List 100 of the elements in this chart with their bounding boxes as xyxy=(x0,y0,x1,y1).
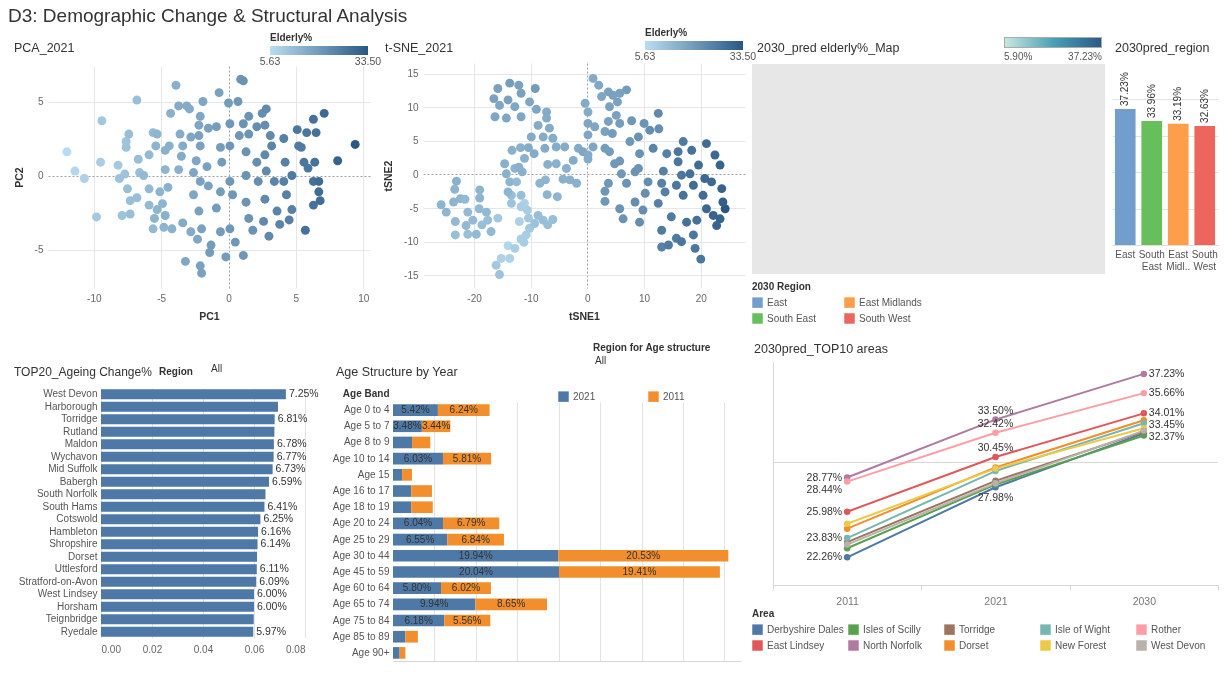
y-tick-label: Age 0 to 4 xyxy=(343,404,390,416)
data-label: 3.48% xyxy=(393,420,422,432)
y-tick-label: 15 xyxy=(407,68,419,80)
color-bar-label: 33.50 xyxy=(729,50,757,62)
x-tick-label: 2030 xyxy=(1132,594,1157,607)
y-tick-label: Mid Suffolk xyxy=(48,463,99,475)
y-tick-label: Age 20 to 24 xyxy=(332,517,390,529)
text: 2030_pred elderly%_Map xyxy=(757,41,900,55)
legend-label: Rother xyxy=(1151,623,1182,635)
chart-title: Age Structure by Year xyxy=(336,365,458,379)
legend-title: 2030 Region xyxy=(752,281,811,292)
data-label: 6.11% xyxy=(259,562,289,575)
text: All xyxy=(211,363,223,374)
data-label: 5.56% xyxy=(453,614,482,626)
data-label: 5.81% xyxy=(452,452,482,464)
data-label: 8.65% xyxy=(497,598,526,610)
data-label: 6.00% xyxy=(257,587,287,600)
legend-label: Isles of Scilly xyxy=(863,623,921,635)
data-label: 6.41% xyxy=(267,499,298,512)
data-label: 6.02% xyxy=(451,582,481,594)
x-tick-label: 0.06 xyxy=(244,643,265,655)
data-label: 6.55% xyxy=(405,533,435,545)
y-tick-label: Babergh xyxy=(59,475,98,487)
x-tick-label: 2011 xyxy=(836,594,860,607)
y-tick-label: South Norfolk xyxy=(36,488,99,500)
data-label: 6.18% xyxy=(404,614,433,626)
x-tick-label: -10 xyxy=(523,292,539,304)
data-label: 32.63% xyxy=(1198,88,1210,123)
text: 5.90% xyxy=(1004,51,1033,62)
data-label: 6.04% xyxy=(403,517,433,529)
y-tick-label: 10 xyxy=(407,101,419,113)
data-label: 19.94% xyxy=(458,549,493,561)
y-tick-label: Shropshire xyxy=(49,538,98,550)
data-label: 32.37% xyxy=(1148,430,1185,443)
x-tick-label: 0 xyxy=(585,292,592,304)
text: Region for Age structure xyxy=(593,342,711,353)
data-label: 6.78% xyxy=(276,437,307,450)
y-axis-title: tSNE2 xyxy=(382,160,395,192)
data-label: 5.97% xyxy=(256,624,287,637)
data-label: 7.25% xyxy=(288,387,319,400)
data-label: 33.96% xyxy=(1145,84,1157,119)
x-tick-label: 0.08 xyxy=(286,643,306,655)
data-label: 27.98% xyxy=(977,491,1014,504)
x-tick-label: 10 xyxy=(639,292,651,304)
y-tick-label: Age 16 to 17 xyxy=(332,485,390,497)
data-label: 37.23% xyxy=(1148,366,1185,379)
data-label: 22.26% xyxy=(806,550,843,563)
data-label: 33.45% xyxy=(1148,418,1185,431)
data-label: 6.24% xyxy=(449,404,479,416)
text: All xyxy=(595,355,607,366)
y-tick-label: Horsham xyxy=(56,600,98,612)
legend-label: New Forest xyxy=(1055,639,1107,651)
y-tick-label: Wychavon xyxy=(50,450,98,462)
text: D3: Demographic Change & Structural Analysis xyxy=(8,5,408,26)
y-tick-label: Age 30 to 44 xyxy=(332,549,390,561)
color-bar-label: 5.63 xyxy=(634,50,656,62)
data-label: 35.66% xyxy=(1148,386,1185,399)
data-label: 5.80% xyxy=(402,582,432,594)
y-tick-label: Age 5 to 7 xyxy=(343,420,390,432)
data-label: 33.50% xyxy=(977,403,1014,416)
x-tick-label: 0 xyxy=(226,292,233,304)
y-tick-label: 0 xyxy=(37,170,44,182)
color-bar-label: 5.63 xyxy=(259,55,281,67)
color-bar-title: Elderly% xyxy=(270,32,313,43)
y-tick-label: Dorset xyxy=(68,550,98,562)
data-label: 20.53% xyxy=(626,549,661,561)
x-tick-label: 0.00 xyxy=(101,643,122,655)
data-label: 25.98% xyxy=(806,504,843,517)
y-tick-label: Cotswold xyxy=(56,513,98,525)
y-tick-label: Uttlesford xyxy=(54,563,98,575)
x-tick-label: South East xyxy=(1138,248,1165,272)
y-tick-label: Age 8 to 9 xyxy=(343,436,390,448)
data-label: 6.25% xyxy=(263,512,294,525)
chart-title: 2030pred_region xyxy=(1115,41,1210,55)
y-tick-label: Age 90+ xyxy=(351,646,390,658)
data-label: 5.42% xyxy=(401,404,430,416)
y-axis-title: Age Band xyxy=(342,387,390,399)
data-label: 9.94% xyxy=(420,598,449,610)
x-tick-label: East Midl.. xyxy=(1166,248,1191,272)
legend-label: Isle of Wight xyxy=(1055,623,1111,635)
y-tick-label: Ryedale xyxy=(60,625,98,637)
text: Region xyxy=(159,366,193,377)
y-axis-title: PC2 xyxy=(12,167,25,188)
legend-title: Area xyxy=(752,608,775,619)
y-tick-label: 5 xyxy=(412,135,419,147)
data-label: 33.19% xyxy=(1172,86,1184,121)
color-bar-title: Elderly% xyxy=(645,27,688,38)
x-tick-label: 20 xyxy=(695,292,708,304)
y-tick-label: Age 65 to 74 xyxy=(332,598,390,610)
legend-label: North Norfolk xyxy=(863,639,923,651)
data-label: 6.00% xyxy=(257,599,287,612)
data-label: 6.84% xyxy=(461,533,490,545)
data-label: 6.73% xyxy=(275,462,306,475)
y-tick-label: 5 xyxy=(37,96,44,108)
x-tick-label: 0.04 xyxy=(193,643,214,655)
x-tick-label: -20 xyxy=(467,292,483,304)
legend-label: East Lindsey xyxy=(767,639,825,651)
y-tick-label: Age 60 to 64 xyxy=(332,582,390,594)
chart-title: t-SNE_2021 xyxy=(385,41,454,55)
data-label: 6.16% xyxy=(261,524,291,537)
